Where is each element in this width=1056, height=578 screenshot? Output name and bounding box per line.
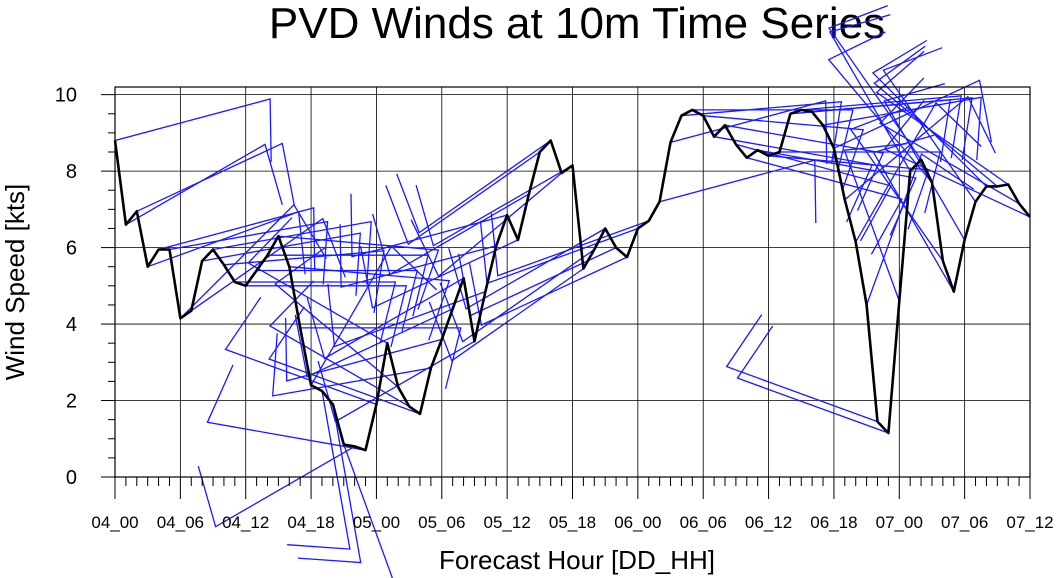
wind-barb (294, 308, 453, 378)
x-tick-label: 04_18 (287, 513, 334, 532)
x-tick-label: 05_06 (418, 513, 465, 532)
wind-barb (201, 232, 362, 296)
wind-barb (212, 220, 372, 285)
wind-barb (883, 82, 966, 241)
wind-barb (245, 285, 408, 347)
x-axis-label: Forecast Hour [DD_HH] (439, 545, 715, 575)
wind-speed-line (113, 108, 1032, 452)
y-tick-label: 8 (66, 161, 77, 183)
wind-barb (875, 50, 1009, 186)
axis-ticks (101, 94, 1031, 499)
x-tick-label: 04_06 (157, 513, 204, 532)
wind-barb (725, 314, 878, 423)
wind-barb (882, 47, 977, 203)
x-tick-label: 06_12 (745, 513, 792, 532)
wind-barb (448, 227, 606, 310)
x-tick-label: 04_12 (222, 513, 269, 532)
wind-barb (410, 172, 563, 278)
wind-barb (343, 444, 394, 578)
wind-barb (114, 98, 272, 162)
wind-barb (871, 39, 987, 187)
x-tick-label: 07_06 (941, 513, 988, 532)
wind-barb (190, 217, 346, 312)
wind-barb (703, 115, 865, 190)
wind-barb (339, 224, 497, 289)
wind-barb (735, 143, 892, 242)
wind-barb (317, 340, 475, 423)
x-tick-label: 06_06 (680, 513, 727, 532)
wind-barb (297, 404, 362, 564)
x-tick-label: 05_00 (353, 513, 400, 532)
wind-barb (681, 100, 843, 164)
wind-barb (371, 193, 530, 276)
wind-barb (350, 193, 508, 258)
wind-barb (327, 283, 486, 348)
wind-barb (428, 268, 584, 362)
wind-barb (234, 281, 397, 344)
x-tick-label: 05_18 (549, 513, 596, 532)
wind-barb (396, 139, 552, 234)
wind-barb (849, 106, 944, 262)
x-tick-label: 05_12 (484, 513, 531, 532)
y-axis-label: Wind Speed [kts] (0, 184, 30, 381)
wind-barb (223, 250, 385, 314)
x-tick-label: 07_12 (1006, 513, 1053, 532)
x-tick-label: 04_00 (91, 513, 138, 532)
y-tick-label: 4 (66, 314, 77, 336)
wind-barb (289, 266, 451, 341)
wind-barb (274, 246, 399, 388)
wind-barb (206, 364, 366, 451)
wind-barb (843, 143, 907, 302)
wind-barb (736, 325, 889, 434)
x-tick-label: 06_18 (810, 513, 857, 532)
y-tick-label: 6 (66, 238, 77, 260)
wind-barb (692, 109, 854, 172)
chart-title: PVD Winds at 10m Time Series (269, 0, 885, 48)
x-tick-label: 07_00 (876, 513, 923, 532)
x-tick-label: 06_00 (614, 513, 661, 532)
wind-barb (873, 45, 998, 187)
wind-barb (872, 134, 955, 292)
wind-barb (865, 152, 975, 306)
wind-barb (844, 95, 996, 201)
wind-barb (278, 235, 440, 310)
wind-barb (359, 239, 519, 309)
y-tick-label: 10 (55, 85, 77, 107)
wind-barb (158, 207, 316, 271)
wind-barb (812, 97, 973, 161)
wind-barb (415, 164, 573, 247)
wind-barb (224, 296, 377, 406)
wind-barb (306, 277, 464, 360)
x-axis-tick-labels: 04_00 04_06 04_12 04_18 05_00 05_06 05_12 05_18… (91, 513, 1053, 532)
wind-barb (125, 143, 283, 226)
wind-barb (468, 256, 628, 326)
wind-speed-line-layer (113, 108, 1032, 452)
wind-barb (724, 124, 885, 211)
wind-barb (169, 220, 329, 285)
wind-barb (385, 151, 541, 246)
wind-barb (827, 4, 922, 160)
wind-barbs (114, 4, 1031, 578)
wind-barb (439, 248, 595, 343)
y-tick-label: 2 (66, 391, 77, 413)
wind-barb (268, 306, 421, 415)
wind-barb (833, 79, 993, 149)
y-tick-label: 0 (66, 467, 77, 489)
wind-barb (136, 142, 295, 212)
wind-barb (827, 31, 933, 184)
wind-barb (855, 101, 982, 243)
wind-barb (746, 157, 903, 255)
wind-barb (271, 333, 432, 397)
wind-barb (197, 445, 355, 528)
wind-barb (878, 77, 1020, 205)
y-axis-tick-labels: 0 2 4 6 8 10 (55, 85, 77, 489)
wind-barb (300, 327, 462, 390)
wind-barb (247, 217, 388, 344)
wind-barb (801, 95, 962, 159)
